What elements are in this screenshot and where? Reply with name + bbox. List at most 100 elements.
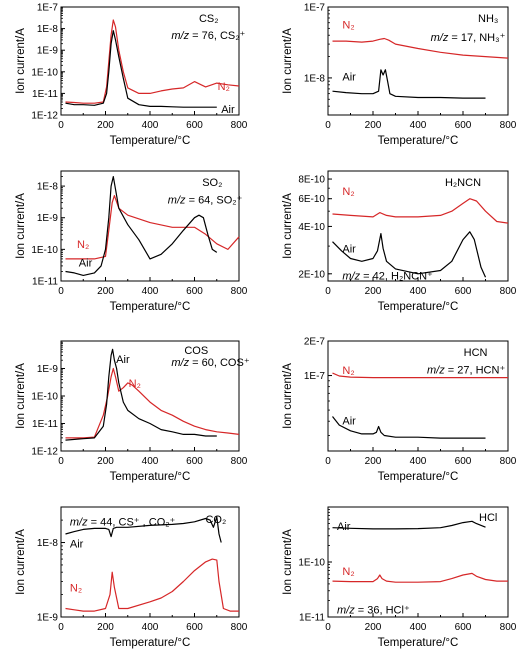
series-line-n2: [332, 572, 508, 583]
series-label-air: Air: [70, 539, 84, 551]
x-tick-label: 200: [365, 286, 382, 297]
x-tick-label: 600: [186, 456, 203, 467]
x-tick-label: 200: [97, 456, 114, 467]
x-tick-label: 400: [410, 456, 427, 467]
x-axis-label: Temperature/°C: [378, 637, 459, 649]
y-tick-label: 1E-12: [31, 111, 58, 122]
y-tick-label: 1E-8: [37, 538, 59, 549]
x-tick-label: 800: [231, 622, 248, 633]
x-tick-label: 600: [186, 120, 203, 131]
species-title: HCl: [479, 512, 497, 524]
y-tick-label: 1E-11: [32, 419, 58, 430]
x-tick-label: 400: [410, 120, 427, 131]
species-title: CO₂: [205, 514, 226, 526]
x-tick-label: 200: [97, 622, 114, 633]
y-tick-label: 1E-7: [37, 3, 59, 14]
x-tick-label: 200: [97, 120, 114, 131]
y-tick-label: 1E-9: [37, 213, 59, 224]
y-tick-label: 1E-11: [32, 89, 58, 100]
mz-label: m/z = 76, CS₂⁺: [171, 30, 245, 42]
mz-label: m/z = 44, CS⁺ , CO₂⁺: [70, 516, 176, 528]
y-axis-label: Ion current/A: [15, 363, 27, 429]
y-tick-label: 1E-11: [299, 613, 325, 624]
x-tick-label: 400: [410, 622, 427, 633]
panel-co2: 0 200 400 600 800 1E-9 1E-8 Temperature/°C Ion c…: [15, 506, 248, 649]
mz-label: m/z = 27, HCN⁺: [427, 365, 505, 377]
series-label-n2: N₂: [342, 566, 354, 578]
y-tick-label: 1E-10: [31, 392, 58, 403]
species-title: CS₂: [199, 13, 219, 25]
x-tick-label: 800: [231, 286, 248, 297]
x-tick-label: 0: [325, 286, 331, 297]
series-label-air: Air: [342, 243, 356, 255]
x-axis-label: Temperature/°C: [378, 301, 459, 313]
x-tick-label: 600: [455, 286, 472, 297]
mz-label: m/z = 42, H₂NCN⁺: [342, 271, 433, 283]
y-tick-label: 1E-9: [37, 364, 59, 375]
series-line-n2: [65, 19, 240, 104]
y-tick-label: 1E-11: [32, 277, 58, 288]
x-axis-label: Temperature/°C: [110, 637, 191, 649]
x-tick-label: 400: [410, 286, 427, 297]
y-axis-label: Ion current/A: [282, 363, 294, 429]
series-label-air: Air: [342, 416, 356, 428]
x-axis-label: Temperature/°C: [378, 135, 459, 147]
x-axis-label: Temperature/°C: [110, 301, 191, 313]
y-tick-label: 1E-8: [37, 182, 59, 193]
panel-hcl: 0 200 400 600 800 1E-11 1E-10 Temperature/°C Ion…: [282, 506, 517, 649]
x-tick-label: 600: [186, 286, 203, 297]
mz-label: m/z = 36, HCl⁺: [337, 604, 410, 616]
x-tick-label: 0: [58, 456, 64, 467]
x-tick-label: 600: [455, 120, 472, 131]
series-label-air: Air: [342, 71, 356, 83]
y-axis-label: Ion current/A: [15, 529, 27, 595]
y-axis-label: Ion current/A: [282, 529, 294, 595]
x-tick-label: 400: [142, 120, 159, 131]
species-title: COS: [184, 345, 208, 357]
y-axis-label: Ion current/A: [15, 28, 27, 94]
x-tick-label: 800: [231, 120, 248, 131]
x-tick-label: 0: [325, 622, 331, 633]
series-line-n2: [332, 198, 509, 224]
x-axis-label: Temperature/°C: [110, 135, 191, 147]
x-tick-label: 800: [500, 456, 517, 467]
series-label-n2: N₂: [342, 20, 354, 32]
x-tick-label: 200: [365, 120, 382, 131]
y-axis-label: Ion current/A: [15, 193, 27, 259]
series-label-n2: N₂: [342, 186, 354, 198]
x-tick-label: 600: [186, 622, 203, 633]
x-tick-label: 0: [58, 120, 64, 131]
series-line-n2: [65, 367, 240, 439]
series-line-air: [332, 69, 486, 99]
series-label-air: Air: [116, 354, 130, 366]
mz-label: m/z = 17, NH₃⁺: [431, 32, 506, 44]
series-label-n2: N₂: [218, 81, 230, 93]
x-tick-label: 200: [97, 286, 114, 297]
series-label-air: Air: [337, 521, 351, 533]
y-tick-label: 1E-8: [37, 24, 59, 35]
series-line-air: [332, 231, 487, 278]
series-line-air: [332, 520, 486, 530]
panel-nh3: 0 200 400 600 800 1E-8 1E-7 Temperature/°C Ion c…: [282, 3, 517, 148]
species-title: HCN: [464, 347, 488, 359]
series-line-air: [65, 516, 222, 543]
mz-label: m/z = 64, SO₂⁺: [168, 195, 243, 207]
x-tick-label: 600: [455, 456, 472, 467]
series-label-air: Air: [79, 258, 93, 270]
x-tick-label: 800: [500, 286, 517, 297]
panel-cs2: 0 200 400 600 800 1E-12 1E-11 1E-10 1E-9 1E-8 1E-7…: [15, 3, 248, 148]
x-tick-label: 400: [142, 286, 159, 297]
series-label-n2: N₂: [77, 239, 89, 251]
series-line-air: [65, 348, 217, 441]
y-tick-label: 1E-9: [37, 46, 59, 57]
y-tick-label: 4E-10: [298, 222, 325, 233]
x-tick-label: 0: [325, 120, 331, 131]
series-line-air: [65, 30, 217, 108]
x-tick-label: 0: [58, 286, 64, 297]
x-tick-label: 200: [365, 456, 382, 467]
y-tick-label: 8E-10: [298, 175, 325, 186]
y-axis-label: Ion current/A: [282, 193, 294, 259]
x-tick-label: 400: [142, 622, 159, 633]
x-tick-label: 0: [58, 622, 64, 633]
